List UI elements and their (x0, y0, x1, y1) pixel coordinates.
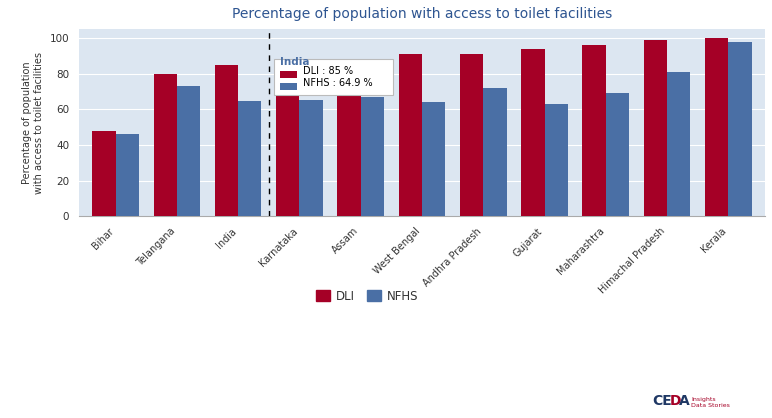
Text: CE: CE (652, 394, 672, 408)
Bar (279, 71, 297, 78)
Y-axis label: Percentage of population
with access to toilet facilities: Percentage of population with access to … (22, 51, 44, 194)
Bar (583, 45, 606, 216)
Text: DLI : 85 %: DLI : 85 % (303, 66, 354, 76)
Text: A: A (679, 394, 689, 408)
Title: Percentage of population with access to toilet facilities: Percentage of population with access to … (232, 7, 612, 21)
Bar (279, 83, 297, 89)
Text: Data Stories: Data Stories (691, 403, 730, 408)
Bar (300, 100, 323, 216)
Bar (116, 134, 139, 216)
Bar (483, 88, 506, 216)
Text: Insights: Insights (691, 397, 716, 402)
Bar (521, 48, 544, 216)
Bar (398, 54, 422, 216)
Bar (154, 74, 177, 216)
Bar (422, 102, 445, 216)
Bar (544, 104, 567, 216)
Bar (239, 100, 262, 216)
FancyBboxPatch shape (274, 59, 393, 95)
Bar (644, 40, 667, 216)
Bar (337, 65, 361, 216)
Bar (276, 66, 300, 216)
Bar (667, 72, 690, 216)
Text: India: India (279, 57, 310, 67)
Text: NFHS : 64.9 %: NFHS : 64.9 % (303, 78, 373, 88)
Bar (215, 65, 239, 216)
Text: D: D (670, 394, 682, 408)
Bar (606, 93, 629, 216)
Bar (460, 54, 483, 216)
Bar (728, 41, 752, 216)
Bar (705, 38, 728, 216)
Bar (177, 86, 200, 216)
Bar (93, 130, 116, 216)
Legend: DLI, NFHS: DLI, NFHS (311, 285, 423, 308)
Bar (361, 97, 384, 216)
